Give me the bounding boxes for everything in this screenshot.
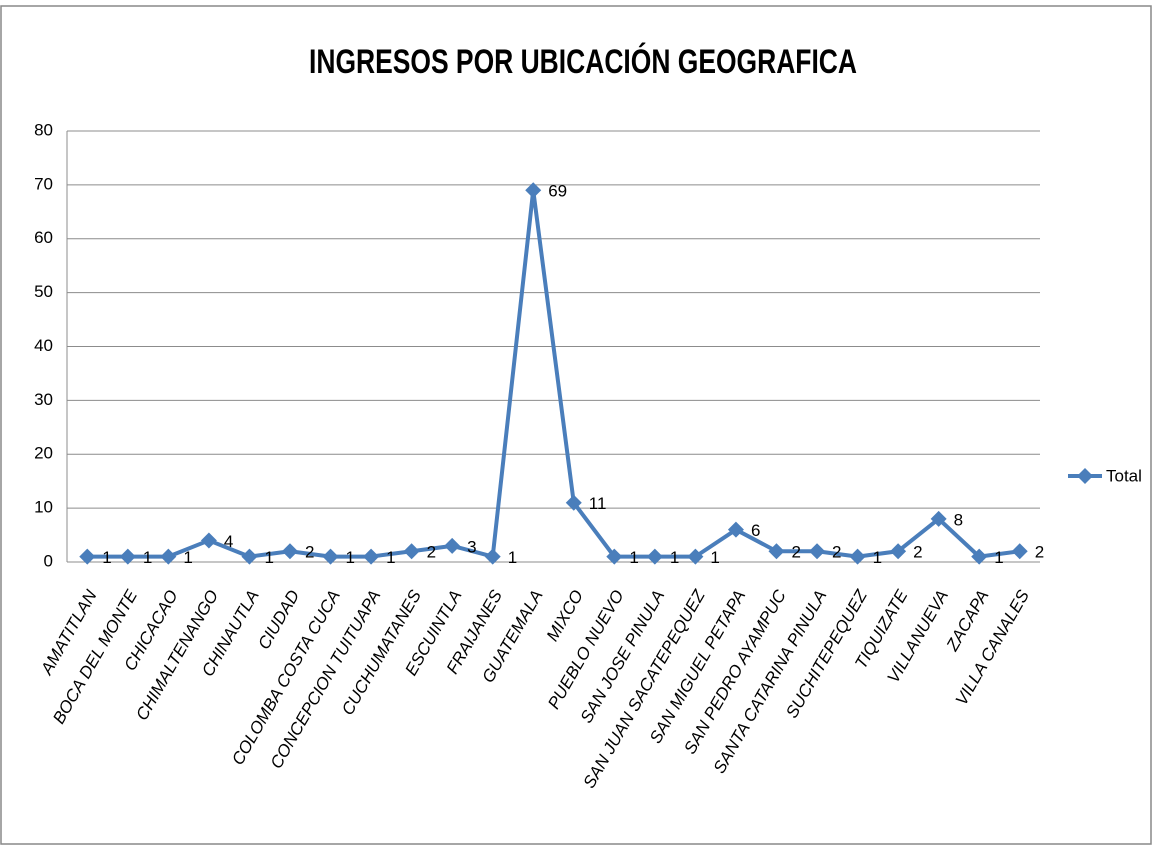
data-label: 1 — [183, 548, 192, 567]
marker — [930, 510, 947, 527]
data-label: 1 — [994, 548, 1003, 567]
data-label: 1 — [670, 548, 679, 567]
data-label: 2 — [1035, 543, 1044, 562]
y-tick-label: 60 — [34, 228, 53, 247]
data-label: 1 — [346, 548, 355, 567]
marker — [484, 548, 501, 565]
marker — [363, 548, 380, 565]
marker — [403, 543, 420, 560]
chart-frame — [0, 5, 1152, 845]
marker — [687, 548, 704, 565]
data-label: 2 — [427, 543, 436, 562]
data-label: 1 — [264, 548, 273, 567]
chart-title: INGRESOS POR UBICACIÓN GEOGRAFICA — [309, 43, 857, 81]
data-label: 1 — [629, 548, 638, 567]
y-tick-label: 50 — [34, 282, 53, 301]
marker — [281, 543, 298, 560]
data-label: 1 — [873, 548, 882, 567]
y-tick-label: 0 — [44, 551, 53, 570]
legend-label: Total — [1106, 466, 1142, 485]
marker — [1011, 543, 1028, 560]
y-tick-label: 70 — [34, 174, 53, 193]
data-label: 1 — [710, 548, 719, 567]
data-label: 6 — [751, 521, 760, 540]
marker — [444, 537, 461, 554]
legend-marker — [1077, 468, 1093, 484]
marker — [646, 548, 663, 565]
marker — [322, 548, 339, 565]
marker — [565, 494, 582, 511]
data-label: 8 — [954, 510, 963, 529]
marker — [160, 548, 177, 565]
marker — [606, 548, 623, 565]
marker — [200, 532, 217, 549]
data-label: 2 — [791, 543, 800, 562]
data-label: 2 — [305, 543, 314, 562]
data-label: 69 — [548, 182, 567, 201]
marker — [768, 543, 785, 560]
data-label: 2 — [832, 543, 841, 562]
data-label: 4 — [224, 532, 233, 551]
marker — [241, 548, 258, 565]
data-label: 1 — [102, 548, 111, 567]
y-tick-label: 80 — [34, 120, 53, 139]
data-label: 1 — [508, 548, 517, 567]
data-label: 2 — [913, 543, 922, 562]
marker — [727, 521, 744, 538]
marker — [809, 543, 826, 560]
marker — [119, 548, 136, 565]
y-tick-label: 10 — [34, 498, 53, 517]
data-label: 1 — [386, 548, 395, 567]
y-tick-label: 20 — [34, 444, 53, 463]
marker — [890, 543, 907, 560]
data-label: 3 — [467, 537, 476, 556]
marker — [79, 548, 96, 565]
marker — [525, 182, 542, 199]
y-tick-label: 30 — [34, 390, 53, 409]
y-tick-label: 40 — [34, 336, 53, 355]
marker — [971, 548, 988, 565]
data-label: 1 — [143, 548, 152, 567]
data-label: 11 — [589, 494, 607, 513]
marker — [849, 548, 866, 565]
